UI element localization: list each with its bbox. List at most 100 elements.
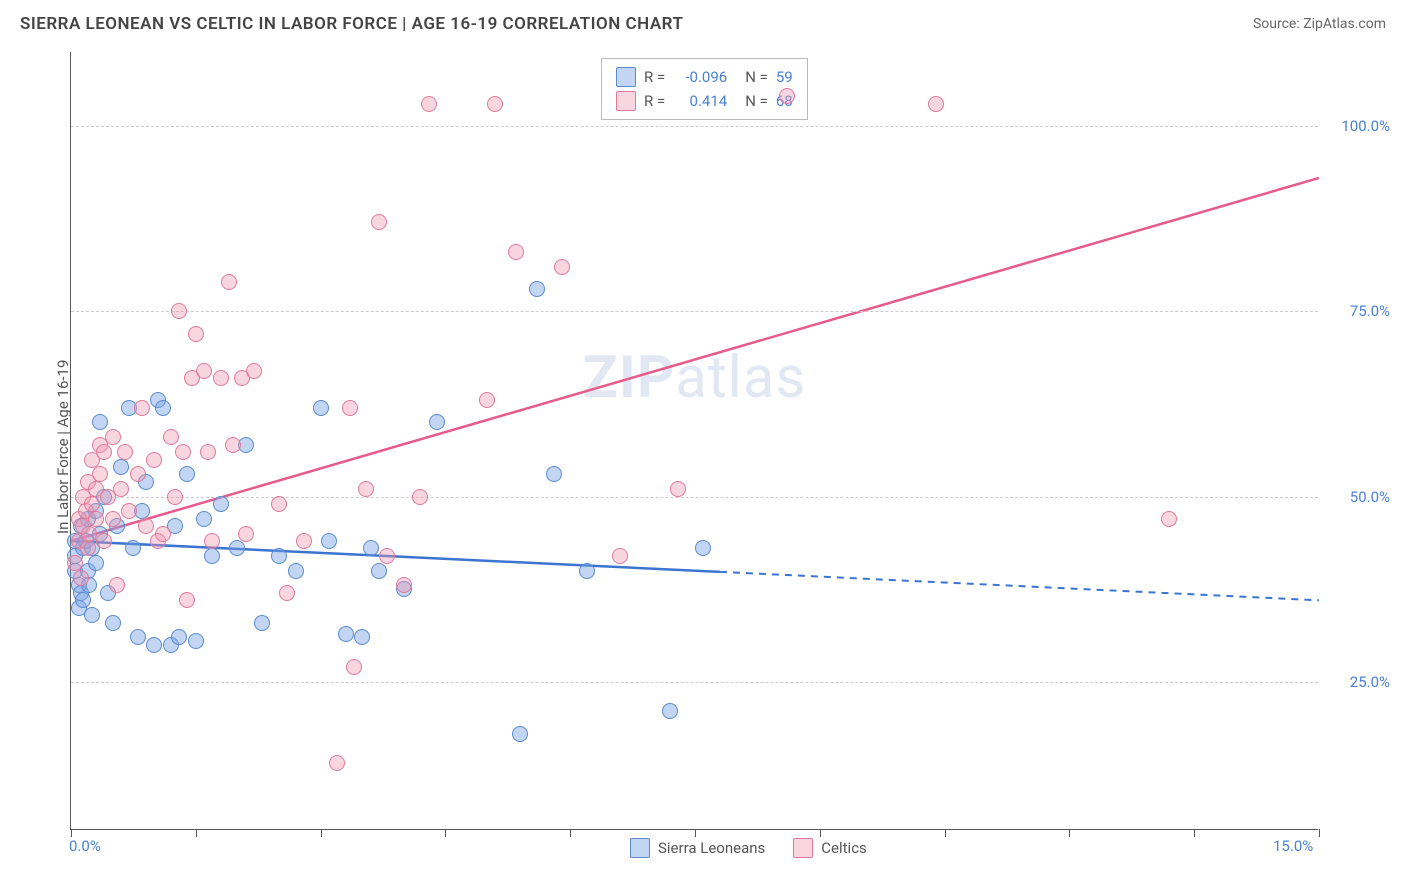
data-point bbox=[612, 548, 628, 564]
trend-lines bbox=[71, 52, 1319, 830]
data-point bbox=[92, 414, 108, 430]
x-tick bbox=[695, 829, 696, 837]
data-point bbox=[358, 481, 374, 497]
legend-row: R = -0.096N = 59 bbox=[616, 65, 793, 89]
data-point bbox=[779, 88, 795, 104]
source-label: Source: ZipAtlas.com bbox=[1253, 16, 1386, 32]
data-point bbox=[188, 326, 204, 342]
data-point bbox=[254, 615, 270, 631]
data-point bbox=[80, 540, 96, 556]
legend-item: Celtics bbox=[793, 838, 867, 858]
data-point bbox=[396, 577, 412, 593]
data-point bbox=[313, 400, 329, 416]
data-point bbox=[429, 414, 445, 430]
data-point bbox=[167, 489, 183, 505]
legend-item: Sierra Leoneans bbox=[630, 838, 765, 858]
correlation-legend: R = -0.096N = 59R = 0.414N = 68 bbox=[601, 58, 808, 120]
data-point bbox=[130, 466, 146, 482]
watermark: ZIPatlas bbox=[583, 344, 807, 412]
data-point bbox=[213, 370, 229, 386]
data-point bbox=[171, 303, 187, 319]
data-point bbox=[288, 563, 304, 579]
data-point bbox=[379, 548, 395, 564]
data-point bbox=[96, 444, 112, 460]
gridline bbox=[71, 682, 1318, 683]
data-point bbox=[554, 259, 570, 275]
gridline bbox=[71, 311, 1318, 312]
data-point bbox=[279, 585, 295, 601]
data-point bbox=[670, 481, 686, 497]
data-point bbox=[271, 496, 287, 512]
data-point bbox=[88, 511, 104, 527]
x-tick-label: 15.0% bbox=[1273, 837, 1313, 855]
data-point bbox=[171, 629, 187, 645]
data-point bbox=[371, 214, 387, 230]
data-point bbox=[155, 400, 171, 416]
data-point bbox=[695, 540, 711, 556]
data-point bbox=[225, 437, 241, 453]
data-point bbox=[479, 392, 495, 408]
data-point bbox=[109, 577, 125, 593]
x-tick bbox=[945, 829, 946, 837]
data-point bbox=[342, 400, 358, 416]
data-point bbox=[96, 533, 112, 549]
data-point bbox=[238, 526, 254, 542]
gridline bbox=[71, 126, 1318, 127]
data-point bbox=[121, 503, 137, 519]
data-point bbox=[88, 555, 104, 571]
data-point bbox=[529, 281, 545, 297]
data-point bbox=[928, 96, 944, 112]
data-point bbox=[179, 466, 195, 482]
x-tick bbox=[445, 829, 446, 837]
x-tick bbox=[1069, 829, 1070, 837]
x-tick bbox=[1194, 829, 1195, 837]
gridline bbox=[71, 497, 1318, 498]
data-point bbox=[508, 244, 524, 260]
data-point bbox=[354, 629, 370, 645]
data-point bbox=[188, 633, 204, 649]
data-point bbox=[512, 726, 528, 742]
data-point bbox=[363, 540, 379, 556]
data-point bbox=[113, 481, 129, 497]
data-point bbox=[92, 466, 108, 482]
data-point bbox=[371, 563, 387, 579]
data-point bbox=[175, 444, 191, 460]
data-point bbox=[662, 703, 678, 719]
data-point bbox=[296, 533, 312, 549]
data-point bbox=[130, 629, 146, 645]
data-point bbox=[204, 548, 220, 564]
x-tick bbox=[321, 829, 322, 837]
data-point bbox=[105, 511, 121, 527]
data-point bbox=[196, 363, 212, 379]
data-point bbox=[84, 496, 100, 512]
data-point bbox=[113, 459, 129, 475]
data-point bbox=[221, 274, 237, 290]
x-tick-label: 0.0% bbox=[69, 837, 101, 855]
legend-row: R = 0.414N = 68 bbox=[616, 89, 793, 113]
data-point bbox=[546, 466, 562, 482]
x-tick bbox=[820, 829, 821, 837]
data-point bbox=[105, 615, 121, 631]
x-tick bbox=[196, 829, 197, 837]
y-tick-label: 75.0% bbox=[1330, 302, 1390, 320]
chart-title: SIERRA LEONEAN VS CELTIC IN LABOR FORCE … bbox=[20, 14, 683, 34]
data-point bbox=[1161, 511, 1177, 527]
data-point bbox=[346, 659, 362, 675]
data-point bbox=[229, 540, 245, 556]
data-point bbox=[155, 526, 171, 542]
data-point bbox=[487, 96, 503, 112]
data-point bbox=[179, 592, 195, 608]
y-tick-label: 25.0% bbox=[1330, 673, 1390, 691]
data-point bbox=[75, 592, 91, 608]
data-point bbox=[163, 429, 179, 445]
data-point bbox=[329, 755, 345, 771]
y-tick-label: 50.0% bbox=[1330, 488, 1390, 506]
data-point bbox=[321, 533, 337, 549]
data-point bbox=[579, 563, 595, 579]
y-tick-label: 100.0% bbox=[1330, 117, 1390, 135]
data-point bbox=[105, 429, 121, 445]
data-point bbox=[246, 363, 262, 379]
x-tick bbox=[570, 829, 571, 837]
data-point bbox=[138, 518, 154, 534]
data-point bbox=[134, 400, 150, 416]
